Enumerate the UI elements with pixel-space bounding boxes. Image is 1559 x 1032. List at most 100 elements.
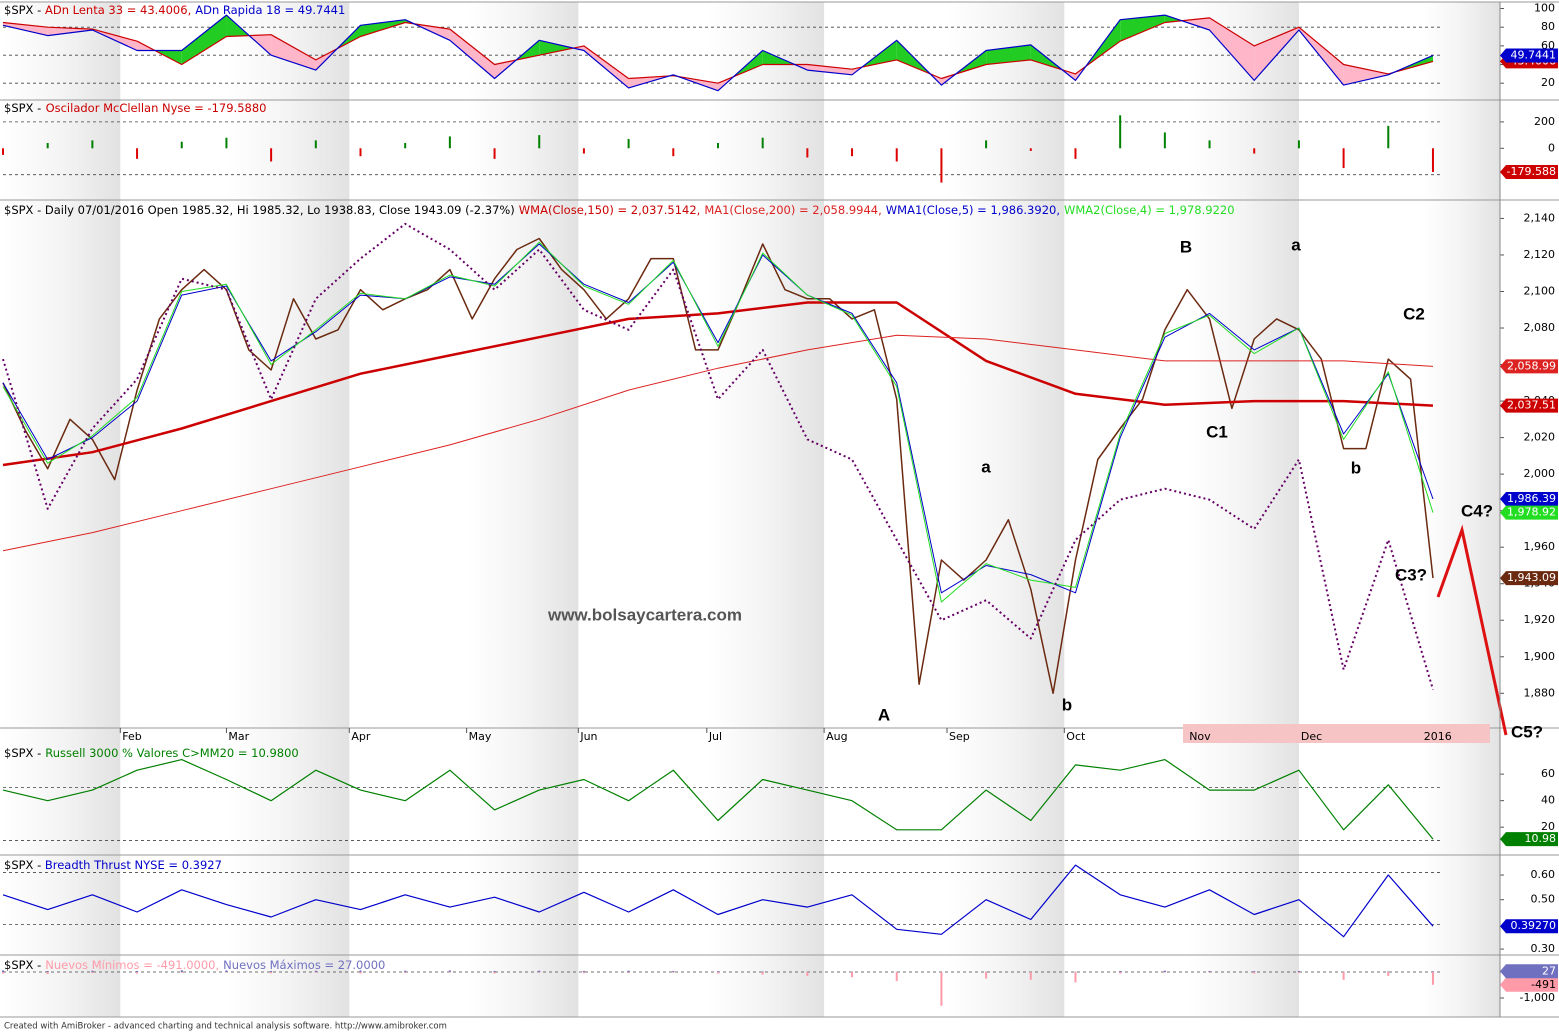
band-fill bbox=[986, 44, 1031, 65]
y-tick-label: 2,020 bbox=[1524, 431, 1556, 444]
value-label: 0.39270 bbox=[1511, 919, 1557, 932]
wave-annotation: C3? bbox=[1395, 565, 1427, 584]
series-line bbox=[2, 301, 1434, 467]
panel-header: $SPX - Breadth Thrust NYSE = 0.3927 bbox=[4, 858, 222, 872]
x-tick-label: 2016 bbox=[1424, 730, 1452, 743]
wave-annotation: C4? bbox=[1461, 501, 1493, 520]
value-label: 10.98 bbox=[1525, 832, 1557, 845]
y-tick-label: -1,000 bbox=[1520, 991, 1555, 1004]
panel-title: $SPX - Daily 07/01/2016 Open 1985.32, Hi… bbox=[4, 203, 515, 217]
value-label-box bbox=[1500, 977, 1558, 992]
band-fill bbox=[583, 45, 629, 88]
band-fill bbox=[1209, 17, 1255, 81]
band-fill bbox=[47, 27, 93, 36]
value-label-box bbox=[1500, 919, 1558, 934]
series-line bbox=[2, 864, 1434, 938]
month-shade bbox=[1421, 2, 1500, 1017]
legend-entry: Nuevos Mínimos = -491.0000, bbox=[45, 958, 219, 972]
series-line bbox=[2, 14, 1434, 92]
panel-header: $SPX - Daily 07/01/2016 Open 1985.32, Hi… bbox=[4, 203, 1235, 217]
wave-annotation: C1 bbox=[1206, 422, 1228, 441]
wave-annotation: A bbox=[878, 705, 890, 724]
value-label: -491 bbox=[1531, 978, 1556, 991]
y-tick-label: 20 bbox=[1541, 820, 1555, 833]
value-label: 2,037.51 bbox=[1507, 399, 1556, 412]
value-label-box bbox=[1500, 571, 1558, 586]
wave-annotation: C5? bbox=[1511, 722, 1543, 741]
value-label: 49.7441 bbox=[1511, 48, 1557, 61]
band-fill bbox=[449, 29, 495, 79]
y-tick-label: 40 bbox=[1541, 794, 1555, 807]
legend-entry: WMA1(Close,5) = 1,986.3920, bbox=[886, 203, 1060, 217]
wave-annotation: a bbox=[1291, 235, 1301, 254]
panel-title: $SPX - bbox=[4, 958, 41, 972]
series-line bbox=[2, 222, 1434, 690]
y-tick-label: 2,120 bbox=[1524, 248, 1556, 261]
band-fill bbox=[3, 22, 48, 36]
band-fill bbox=[1120, 15, 1165, 42]
series-line bbox=[2, 334, 1434, 552]
y-tick-label: 2,000 bbox=[1524, 467, 1556, 480]
y-tick-label: 0.30 bbox=[1531, 942, 1556, 955]
band-fill bbox=[271, 34, 316, 71]
value-label-box bbox=[1500, 164, 1558, 179]
wave-annotation: b bbox=[1351, 458, 1361, 477]
band-fill bbox=[1343, 64, 1389, 86]
y-tick-label: 2,100 bbox=[1524, 284, 1556, 297]
value-label-box bbox=[1500, 491, 1558, 506]
x-tick-label: May bbox=[469, 730, 492, 743]
legend-entry: Russell 3000 % Valores C>MM20 = 10.9800 bbox=[45, 746, 298, 760]
legend-entry: MA1(Close,200) = 2,058.9944, bbox=[704, 203, 881, 217]
x-tick-label: Nov bbox=[1189, 730, 1211, 743]
x-tick-label: Oct bbox=[1066, 730, 1086, 743]
y-tick-label: 100 bbox=[1534, 2, 1555, 15]
wave-annotation: C2 bbox=[1403, 304, 1425, 323]
month-shade bbox=[1187, 2, 1299, 1017]
y-tick-label: 200 bbox=[1534, 115, 1555, 128]
legend-entry: WMA(Close,150) = 2,037.5142, bbox=[519, 203, 701, 217]
watermark: www.bolsaycartera.com bbox=[547, 605, 742, 624]
y-tick-label: 1,900 bbox=[1524, 650, 1556, 663]
wave-annotation: b bbox=[1062, 695, 1072, 714]
panel-title: $SPX - bbox=[4, 746, 41, 760]
value-label-box bbox=[1500, 832, 1558, 847]
value-label: 2,058.99 bbox=[1507, 359, 1556, 372]
value-label: -179.588 bbox=[1507, 165, 1556, 178]
series-line bbox=[2, 759, 1434, 840]
legend-entry: Breadth Thrust NYSE = 0.3927 bbox=[45, 858, 222, 872]
band-fill bbox=[539, 40, 574, 56]
panel-header: $SPX - ADn Lenta 33 = 43.4006, ADn Rapida … bbox=[4, 3, 345, 17]
y-tick-label: 1,920 bbox=[1524, 613, 1556, 626]
panel-title: $SPX - bbox=[4, 101, 42, 115]
band-fill bbox=[807, 64, 853, 75]
x-tick-label: Apr bbox=[351, 730, 371, 743]
period-highlight bbox=[1183, 724, 1490, 743]
legend-entry: ADn Rapida 18 = 49.7441 bbox=[195, 3, 345, 17]
month-shade bbox=[706, 2, 825, 1017]
legend-entry: WMA2(Close,4) = 1,978.9220 bbox=[1064, 203, 1235, 217]
legend-entry: Oscilador McClellan Nyse = -179.5880 bbox=[46, 101, 267, 115]
projection-line bbox=[1436, 524, 1508, 736]
value-label-box bbox=[1500, 398, 1558, 413]
data-layer bbox=[2, 14, 1434, 1006]
value-label: 1,943.09 bbox=[1507, 571, 1556, 584]
panel-title: $SPX - bbox=[4, 3, 41, 17]
label-layer: 20 40 60 80 100 $SPX - ADn Lenta 33 = 43.4006,… bbox=[4, 2, 1558, 1004]
x-tick-label: Jun bbox=[579, 730, 597, 743]
panel-header: $SPX - Oscilador McClellan Nyse = -179.58… bbox=[4, 101, 266, 115]
y-tick-label: 20 bbox=[1541, 76, 1555, 89]
legend-entry: Nuevos Máximos = 27.0000 bbox=[223, 958, 385, 972]
wave-annotation: a bbox=[981, 457, 991, 476]
footer: Created with AmiBroker - advanced charti… bbox=[4, 1022, 447, 1032]
y-tick-label: 80 bbox=[1541, 20, 1555, 33]
band-fill bbox=[181, 15, 227, 65]
y-tick-label: 1,880 bbox=[1524, 686, 1556, 699]
wave-annotation: B bbox=[1180, 237, 1192, 256]
y-tick-label: 2,080 bbox=[1524, 321, 1556, 334]
series-line bbox=[2, 237, 1434, 695]
month-shade bbox=[3, 2, 121, 1017]
month-shade bbox=[947, 2, 1065, 1017]
x-tick-label: Feb bbox=[122, 730, 141, 743]
value-label: 1,978.92 bbox=[1507, 506, 1556, 519]
